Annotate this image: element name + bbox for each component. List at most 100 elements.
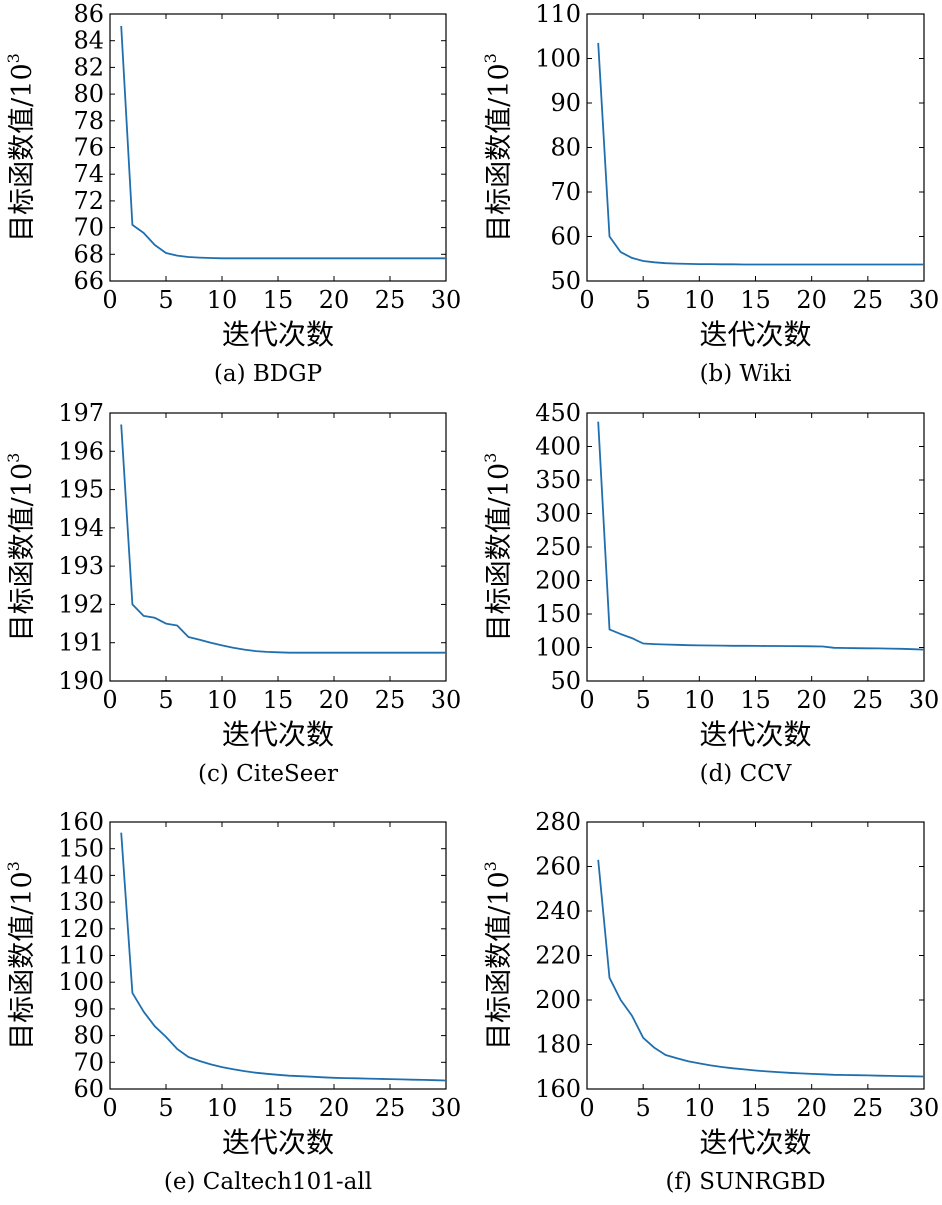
- y-axis-label-text: 目标函数值/10: [7, 871, 38, 1049]
- y-axis-label-exponent: 3: [4, 861, 23, 871]
- y-tick-label: 194: [58, 514, 104, 542]
- x-tick-label: 10: [684, 686, 715, 714]
- y-tick-label: 100: [58, 968, 104, 996]
- y-axis-label-exponent: 3: [481, 453, 500, 463]
- x-tick-label: 0: [102, 286, 117, 314]
- x-tick-label: 5: [636, 1094, 651, 1122]
- x-tick-label: 0: [579, 1094, 594, 1122]
- x-tick-label: 30: [431, 1094, 462, 1122]
- y-tick-label: 192: [58, 590, 104, 618]
- y-tick-label: 193: [58, 552, 104, 580]
- y-tick-label: 260: [535, 853, 581, 881]
- y-tick-label: 197: [58, 399, 104, 427]
- y-axis-label-text: 目标函数值/10: [484, 871, 515, 1049]
- panel-caption: (f) SUNRGBD: [665, 1169, 825, 1195]
- y-tick-label: 100: [535, 634, 581, 662]
- panel-caption: (a) BDGP: [214, 361, 322, 387]
- x-tick-label: 15: [740, 286, 771, 314]
- x-tick-label: 0: [102, 1094, 117, 1122]
- x-tick-label: 30: [431, 286, 462, 314]
- x-tick-label: 5: [636, 286, 651, 314]
- y-axis-label: 目标函数值/103: [481, 53, 515, 242]
- axes-frame: [109, 412, 447, 682]
- y-tick-label: 50: [550, 667, 581, 695]
- x-tick-label: 0: [102, 686, 117, 714]
- x-tick-label: 30: [909, 1094, 940, 1122]
- y-axis-label: 目标函数值/103: [4, 861, 38, 1050]
- panel-wiki: 0 5 10 15 20 25 30 50 60 70 80 90 100 110 迭代次数 目标函数值/10…: [481, 0, 939, 387]
- series-line: [597, 42, 924, 266]
- axes-frame: [109, 821, 447, 1090]
- panel-caption: (c) CiteSeer: [198, 761, 338, 787]
- x-tick-label: 5: [158, 686, 173, 714]
- y-tick-label: 70: [73, 214, 104, 242]
- x-tick-label: 0: [579, 286, 594, 314]
- y-tick-label: 74: [73, 160, 104, 188]
- x-tick-label: 25: [853, 286, 884, 314]
- y-axis-label: 目标函数值/103: [481, 861, 515, 1050]
- y-tick-label: 160: [58, 808, 104, 836]
- x-tick-label: 20: [319, 1094, 350, 1122]
- y-axis-label-exponent: 3: [4, 453, 23, 463]
- y-tick-label: 80: [73, 80, 104, 108]
- y-tick-label: 240: [535, 897, 581, 925]
- x-axis-label: 迭代次数: [222, 1126, 334, 1159]
- x-tick-label: 15: [740, 686, 771, 714]
- x-tick-label: 25: [853, 1094, 884, 1122]
- x-tick-label: 10: [684, 1094, 715, 1122]
- x-tick-label: 30: [909, 286, 940, 314]
- x-tick-label: 20: [319, 686, 350, 714]
- x-tick-label: 20: [796, 1094, 827, 1122]
- y-tick-label: 86: [73, 0, 104, 28]
- axes-frame: [586, 13, 925, 282]
- series-line: [120, 25, 446, 260]
- y-axis-label-text: 目标函数值/10: [7, 463, 38, 641]
- y-tick-label: 90: [550, 89, 581, 117]
- panel-sunrgbd: 0 5 10 15 20 25 30 160 180 200 220 240 260 280 迭代次数 目标函…: [481, 808, 939, 1195]
- x-tick-label: 25: [375, 1094, 406, 1122]
- x-axis-label: 迭代次数: [222, 718, 334, 751]
- y-tick-label: 130: [58, 888, 104, 916]
- y-tick-label: 180: [535, 1031, 581, 1059]
- y-tick-label: 300: [535, 500, 581, 528]
- x-tick-label: 20: [796, 286, 827, 314]
- x-axis-label: 迭代次数: [699, 1126, 811, 1159]
- series-line: [597, 421, 925, 651]
- panel-caption: (b) Wiki: [700, 361, 792, 387]
- x-tick-label: 30: [909, 686, 940, 714]
- x-tick-label: 25: [375, 686, 406, 714]
- x-tick-label: 0: [579, 686, 594, 714]
- x-tick-label: 10: [207, 686, 238, 714]
- y-tick-label: 60: [73, 1075, 104, 1103]
- y-tick-label: 220: [535, 942, 581, 970]
- x-tick-label: 10: [207, 1094, 238, 1122]
- y-tick-label: 140: [58, 861, 104, 889]
- y-tick-label: 72: [73, 187, 104, 215]
- y-tick-label: 78: [73, 107, 104, 135]
- y-tick-label: 70: [73, 1048, 104, 1076]
- y-tick-label: 60: [550, 223, 581, 251]
- y-tick-label: 82: [73, 53, 104, 81]
- x-tick-label: 15: [740, 1094, 771, 1122]
- axes-frame: [586, 821, 925, 1090]
- y-tick-label: 110: [58, 942, 104, 970]
- x-axis-label: 迭代次数: [699, 718, 811, 751]
- x-tick-label: 25: [853, 686, 884, 714]
- y-tick-label: 120: [58, 915, 104, 943]
- x-tick-label: 15: [263, 686, 294, 714]
- y-tick-label: 200: [535, 567, 581, 595]
- y-axis-label-exponent: 3: [481, 53, 500, 63]
- y-tick-label: 400: [535, 433, 581, 461]
- y-tick-label: 66: [73, 267, 104, 295]
- y-axis-label: 目标函数值/103: [481, 453, 515, 642]
- y-tick-label: 110: [535, 0, 581, 28]
- panel-caption: (d) CCV: [700, 761, 792, 787]
- y-tick-label: 191: [58, 629, 104, 657]
- y-tick-label: 70: [550, 178, 581, 206]
- axes-frame: [109, 13, 447, 282]
- panel-caption: (e) Caltech101-all: [164, 1169, 372, 1195]
- series-line: [120, 832, 447, 1082]
- x-tick-label: 20: [796, 686, 827, 714]
- series-line: [597, 859, 925, 1078]
